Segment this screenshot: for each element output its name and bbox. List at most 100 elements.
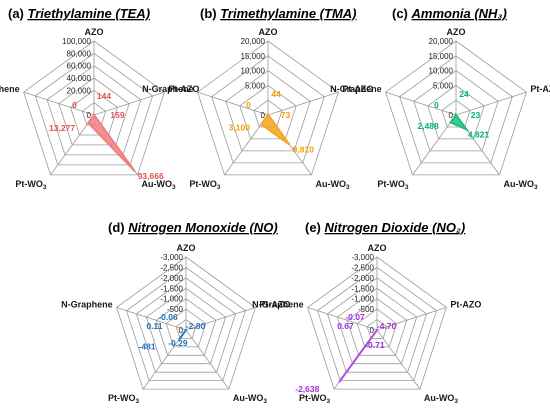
data-label: 93,666 bbox=[138, 171, 164, 181]
axis-label: Au-WO3 bbox=[424, 393, 459, 405]
data-point bbox=[465, 128, 468, 131]
grid-ring bbox=[366, 319, 388, 339]
data-label: 2,488 bbox=[417, 121, 439, 131]
axis-label: Au-WO3 bbox=[316, 179, 351, 191]
tick-label: -3,000 bbox=[160, 253, 183, 262]
tick-label: 20,000 bbox=[429, 37, 454, 46]
axis-label: N-Graphene bbox=[61, 299, 113, 309]
tick-label: -2,000 bbox=[351, 274, 374, 283]
radar-panel-3: (c) Ammonia (NH₃) AZO Pt-AZO Au-WO3 Pt-WO3 N-… bbox=[330, 6, 550, 191]
data-series-area bbox=[86, 112, 136, 172]
grid-ring bbox=[145, 287, 227, 365]
axis-label: Pt-AZO bbox=[259, 299, 290, 309]
axis-label: Pt-AZO bbox=[450, 299, 481, 309]
data-point bbox=[288, 143, 291, 146]
grid-ring bbox=[175, 319, 197, 339]
tick-label: 100,000 bbox=[62, 37, 91, 46]
radar-panel-4: (d) Nitrogen Monoxide (NO) AZO Pt-AZO Au-WO… bbox=[61, 220, 290, 405]
radar-panel-5: (e) Nitrogen Dioxide (NO₂) AZO Pt-AZO Au-WO… bbox=[252, 220, 481, 405]
grid-ring bbox=[336, 287, 418, 365]
panel-title: (e) Nitrogen Dioxide (NO₂) bbox=[305, 220, 465, 235]
spoke bbox=[376, 307, 447, 331]
grid-ring bbox=[399, 55, 513, 164]
tick-label: 15,000 bbox=[429, 52, 454, 61]
data-label: 3,100 bbox=[229, 122, 251, 132]
data-label: 0 bbox=[246, 100, 251, 110]
tick-label: 80,000 bbox=[67, 49, 92, 58]
grid-ring bbox=[326, 277, 428, 373]
grid-ring bbox=[346, 298, 408, 356]
data-label: 0 bbox=[434, 100, 439, 110]
tick-label: -500 bbox=[358, 305, 375, 314]
axis-label: Pt-WO3 bbox=[377, 179, 409, 191]
tick-label: -2,500 bbox=[160, 263, 183, 272]
tick-label-zero: 0 bbox=[87, 111, 92, 120]
grid-ring bbox=[427, 84, 485, 140]
tick-label-zero: 0 bbox=[261, 111, 266, 120]
axis-label: AZO bbox=[259, 27, 278, 37]
tick-label: -1,500 bbox=[160, 284, 183, 293]
tick-label: 5,000 bbox=[433, 81, 454, 90]
data-label: 13,277 bbox=[49, 123, 75, 133]
radar-panel-2: (b) Trimethylamine (TMA) AZO Pt-AZO Au-WO3 P… bbox=[142, 6, 373, 191]
grid-ring bbox=[58, 77, 130, 146]
data-point bbox=[185, 329, 187, 331]
data-point bbox=[376, 329, 378, 331]
data-point bbox=[87, 122, 89, 124]
axis-label: AZO bbox=[447, 27, 466, 37]
axis-label: AZO bbox=[368, 243, 387, 253]
grid-ring bbox=[197, 40, 339, 176]
axis-label: Pt-WO3 bbox=[189, 179, 221, 191]
data-label: -4.70 bbox=[377, 321, 397, 331]
tick-label: 10,000 bbox=[429, 67, 454, 76]
axis-label: N-Graphene bbox=[330, 84, 382, 94]
grid-ring bbox=[126, 266, 246, 382]
tick-label: -1,000 bbox=[351, 295, 374, 304]
tick-label: 60,000 bbox=[67, 62, 92, 71]
panel-title: (d) Nitrogen Monoxide (NO) bbox=[108, 220, 278, 235]
axis-label: Au-WO3 bbox=[233, 393, 268, 405]
grid-ring bbox=[307, 256, 447, 390]
data-label: 0.67 bbox=[337, 321, 354, 331]
tick-label: -3,000 bbox=[351, 253, 374, 262]
spoke bbox=[412, 114, 457, 176]
grid-ring bbox=[23, 40, 165, 176]
axis-label: AZO bbox=[177, 243, 196, 253]
data-point bbox=[267, 114, 269, 116]
panel-title: (b) Trimethylamine (TMA) bbox=[200, 6, 357, 21]
data-point bbox=[260, 123, 263, 126]
grid-ring bbox=[225, 70, 311, 152]
data-label: -0.07 bbox=[345, 312, 365, 322]
data-label: 4,821 bbox=[468, 129, 490, 139]
data-label: 24 bbox=[459, 89, 469, 99]
grid-ring bbox=[70, 89, 118, 136]
data-point bbox=[133, 170, 136, 172]
tick-label: 20,000 bbox=[241, 37, 266, 46]
axis-label: Pt-AZO bbox=[530, 84, 550, 94]
grid-ring bbox=[385, 40, 527, 176]
data-point bbox=[93, 114, 95, 116]
data-label: -2,638 bbox=[295, 384, 319, 394]
axis-label: Pt-WO3 bbox=[15, 179, 47, 191]
axis-label: Pt-WO3 bbox=[108, 393, 140, 405]
data-label: 0 bbox=[72, 100, 77, 110]
tick-label-zero: 0 bbox=[449, 111, 454, 120]
grid-ring bbox=[135, 277, 237, 373]
data-label: 44 bbox=[271, 89, 281, 99]
tick-label: 15,000 bbox=[241, 52, 266, 61]
spoke bbox=[185, 329, 230, 390]
tick-label: -2,000 bbox=[160, 274, 183, 283]
spoke bbox=[385, 91, 457, 116]
data-label: 0.11 bbox=[146, 321, 162, 331]
axis-label: Pt-WO3 bbox=[299, 393, 331, 405]
grid-ring bbox=[317, 266, 437, 382]
tick-label: 20,000 bbox=[67, 86, 92, 95]
data-label: -0.71 bbox=[365, 340, 385, 350]
grid-ring bbox=[34, 52, 154, 166]
axis-label: Au-WO3 bbox=[142, 179, 177, 191]
radar-panel-1: (a) Triethylamine (TEA) AZO Pt-AZO Au-WO3 Pt… bbox=[0, 6, 199, 191]
grid-ring bbox=[155, 298, 217, 356]
axis-label: Au-WO3 bbox=[504, 179, 539, 191]
axis-label: AZO bbox=[85, 27, 104, 37]
tick-label-zero: 0 bbox=[179, 326, 184, 335]
